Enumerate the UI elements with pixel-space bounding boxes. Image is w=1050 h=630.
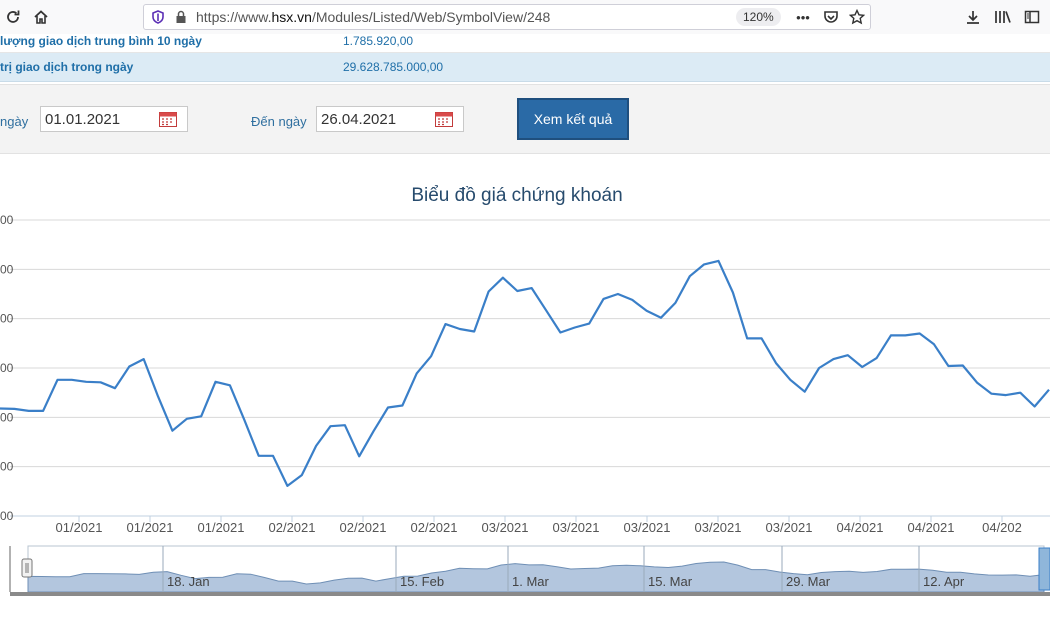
navigator-left-handle[interactable] bbox=[21, 558, 33, 578]
home-icon[interactable] bbox=[30, 6, 52, 28]
view-results-button[interactable]: Xem kết quả bbox=[517, 98, 629, 140]
y-tick-label: 00 bbox=[0, 312, 14, 326]
x-tick-label: 01/2021 bbox=[56, 520, 103, 535]
page-actions-menu-icon[interactable]: ••• bbox=[796, 9, 810, 25]
navigator-label: 15. Mar bbox=[648, 574, 693, 589]
chart-title: Biểu đồ giá chứng khoán bbox=[411, 185, 623, 206]
x-tick-label: 04/202 bbox=[982, 520, 1022, 535]
y-tick-label: 00 bbox=[0, 460, 14, 474]
lock-icon[interactable] bbox=[170, 6, 192, 28]
range-navigator[interactable]: 18. Jan 15. Feb 1. Mar 15. Mar 29. Mar 12. Ap… bbox=[9, 545, 1050, 596]
x-tick-label: 01/2021 bbox=[198, 520, 245, 535]
x-tick-label: 01/2021 bbox=[127, 520, 174, 535]
from-date-field[interactable]: 01.01.2021 bbox=[40, 106, 188, 132]
calendar-icon[interactable] bbox=[159, 111, 177, 127]
y-axis-ticks: 00 00 00 00 00 00 00 bbox=[0, 213, 14, 523]
zoom-level-badge[interactable]: 120% bbox=[736, 8, 781, 26]
navigator-scrollbar[interactable] bbox=[10, 592, 1050, 596]
url-text: https://www.hsx.vn/Modules/Listed/Web/Sy… bbox=[196, 9, 551, 25]
from-date-label: ngày bbox=[0, 114, 29, 129]
navigator-label: 29. Mar bbox=[786, 574, 831, 589]
x-tick-label: 04/2021 bbox=[908, 520, 955, 535]
avg-volume-label: lượng giao dịch trung bình 10 ngày bbox=[0, 34, 202, 48]
avg-volume-row: lượng giao dịch trung bình 10 ngày 1.785… bbox=[0, 34, 1050, 53]
navigator-label: 15. Feb bbox=[400, 574, 444, 589]
y-tick-label: 00 bbox=[0, 213, 14, 227]
trade-value-label: trị giao dịch trong ngày bbox=[0, 60, 134, 74]
navigator-area bbox=[27, 561, 1045, 593]
navigator-label: 18. Jan bbox=[167, 574, 210, 589]
library-icon[interactable] bbox=[992, 6, 1014, 28]
trade-value-row: trị giao dịch trong ngày 29.628.785.000,… bbox=[0, 53, 1050, 82]
date-filter-form: ngày 01.01.2021 Đến ngày 26.04.2021 Xem … bbox=[0, 84, 1050, 154]
reload-icon[interactable] bbox=[2, 6, 24, 28]
bookmark-star-icon[interactable] bbox=[846, 6, 868, 28]
from-date-value: 01.01.2021 bbox=[45, 111, 121, 128]
y-tick-label: 00 bbox=[0, 509, 14, 523]
y-tick-label: 00 bbox=[0, 262, 14, 276]
navigator-label: 1. Mar bbox=[512, 574, 550, 589]
y-tick-label: 00 bbox=[0, 410, 14, 424]
price-series-line bbox=[0, 259, 1050, 487]
chart-grid bbox=[10, 219, 1050, 517]
navigator-label: 12. Apr bbox=[923, 574, 965, 589]
trade-value-value: 29.628.785.000,00 bbox=[343, 60, 444, 74]
x-tick-label: 03/2021 bbox=[482, 520, 529, 535]
to-date-label: Đến ngày bbox=[251, 114, 307, 129]
y-tick-label: 00 bbox=[0, 361, 14, 375]
calendar-icon[interactable] bbox=[435, 111, 453, 127]
sidebar-icon[interactable] bbox=[1021, 6, 1043, 28]
price-chart: 00 00 00 00 00 00 00 01/2021 01/2021 01/2021 02/2… bbox=[0, 213, 1050, 596]
to-date-field[interactable]: 26.04.2021 bbox=[316, 106, 464, 132]
navigator-right-handle[interactable] bbox=[1038, 547, 1050, 591]
avg-volume-value: 1.785.920,00 bbox=[343, 34, 414, 48]
x-axis-ticks: 01/2021 01/2021 01/2021 02/2021 02/2021 02/20… bbox=[56, 516, 1022, 535]
download-icon[interactable] bbox=[962, 6, 984, 28]
tracking-shield-icon[interactable] bbox=[147, 6, 169, 28]
address-bar[interactable]: https://www.hsx.vn/Modules/Listed/Web/Sy… bbox=[143, 4, 871, 30]
x-tick-label: 02/2021 bbox=[269, 520, 316, 535]
browser-toolbar: https://www.hsx.vn/Modules/Listed/Web/Sy… bbox=[0, 0, 1050, 35]
pocket-icon[interactable] bbox=[820, 6, 842, 28]
x-tick-label: 04/2021 bbox=[837, 520, 884, 535]
x-tick-label: 02/2021 bbox=[340, 520, 387, 535]
x-tick-label: 03/2021 bbox=[695, 520, 742, 535]
x-tick-label: 03/2021 bbox=[553, 520, 600, 535]
x-tick-label: 03/2021 bbox=[766, 520, 813, 535]
x-tick-label: 03/2021 bbox=[624, 520, 671, 535]
to-date-value: 26.04.2021 bbox=[321, 111, 397, 128]
x-tick-label: 02/2021 bbox=[411, 520, 458, 535]
